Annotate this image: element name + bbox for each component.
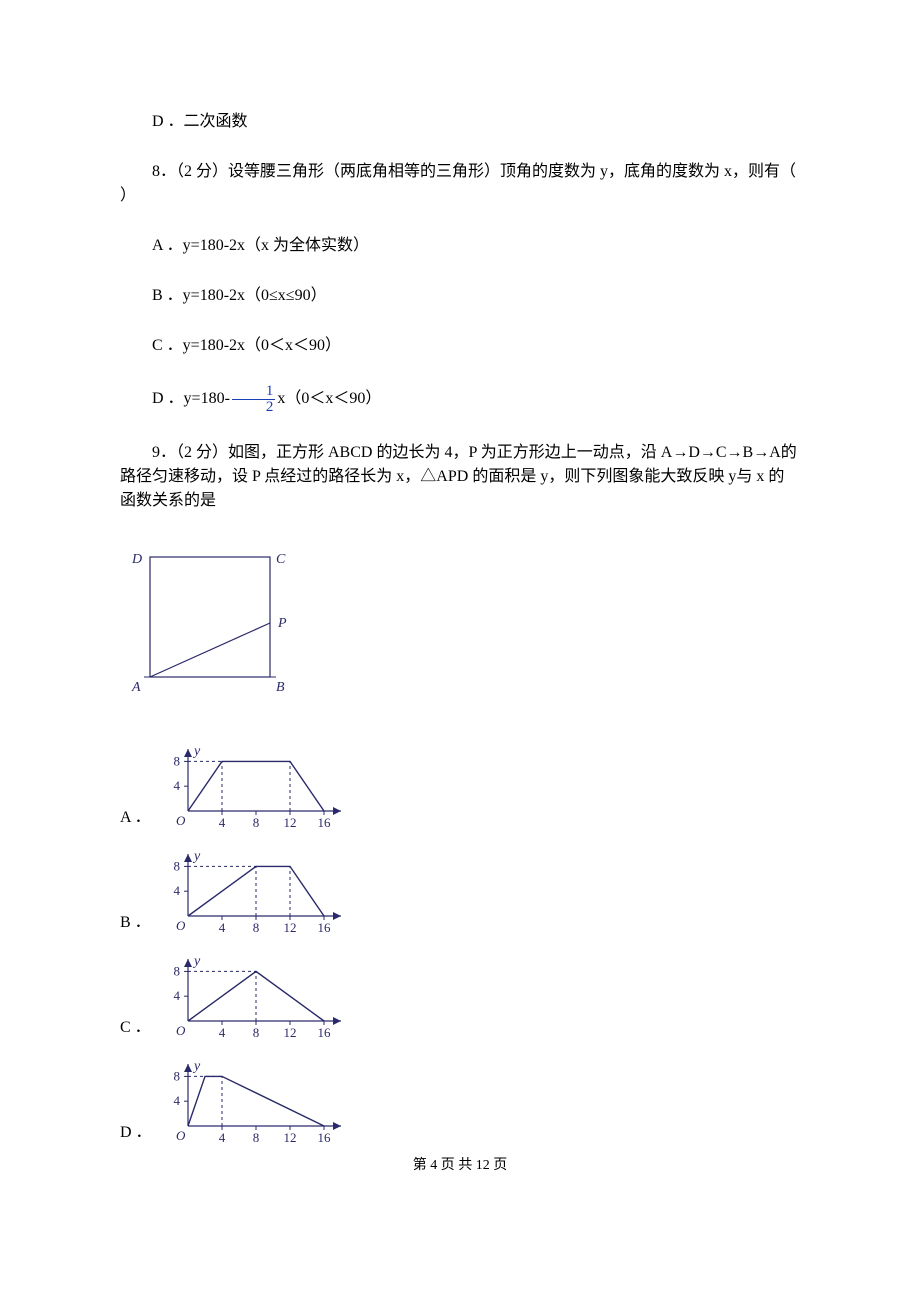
svg-text:8: 8 <box>174 858 181 873</box>
svg-text:12: 12 <box>284 920 297 935</box>
chart-d-svg: 48121648Oxy <box>152 1050 342 1145</box>
svg-text:A: A <box>131 680 141 695</box>
chart-c-svg: 48121648Oxy <box>152 945 342 1040</box>
svg-text:8: 8 <box>253 920 260 935</box>
page-footer: 第 4 页 共 12 页 <box>120 1155 800 1176</box>
q9-option-b-label: B ． <box>120 911 152 935</box>
svg-text:16: 16 <box>318 1025 332 1040</box>
svg-text:8: 8 <box>174 753 181 768</box>
svg-text:D: D <box>131 552 142 567</box>
svg-text:4: 4 <box>219 1130 226 1145</box>
fraction-denominator: 2 <box>232 400 276 415</box>
svg-text:4: 4 <box>174 988 181 1003</box>
svg-text:4: 4 <box>174 778 181 793</box>
svg-text:12: 12 <box>284 1130 297 1145</box>
svg-text:8: 8 <box>253 815 260 830</box>
svg-text:y: y <box>192 954 201 969</box>
q8-option-a: A ．y=180-2x（x 为全体实数） <box>120 234 800 258</box>
q9-option-b: B ． 48121648Oxy <box>120 840 800 935</box>
q9-option-c-label: C ． <box>120 1016 152 1040</box>
svg-text:y: y <box>192 744 201 759</box>
q9-option-a-label: A ． <box>120 806 152 830</box>
svg-text:O: O <box>176 813 186 828</box>
svg-text:12: 12 <box>284 1025 297 1040</box>
fraction-numerator: 1 <box>232 384 276 400</box>
svg-text:16: 16 <box>318 1130 332 1145</box>
svg-text:4: 4 <box>219 1025 226 1040</box>
q8-option-b: B ．y=180-2x（0≤x≤90） <box>120 284 800 308</box>
svg-text:O: O <box>176 1128 186 1143</box>
chart-b-svg: 48121648Oxy <box>152 840 342 935</box>
svg-text:16: 16 <box>318 815 332 830</box>
svg-text:B: B <box>276 680 285 695</box>
svg-text:8: 8 <box>253 1130 260 1145</box>
svg-text:8: 8 <box>174 1068 181 1083</box>
svg-text:16: 16 <box>318 920 332 935</box>
q9-option-d: D ． 48121648Oxy <box>120 1050 800 1145</box>
svg-text:O: O <box>176 1023 186 1038</box>
svg-text:C: C <box>276 552 286 567</box>
q8-option-d-pre: D ．y=180- <box>152 390 230 407</box>
svg-text:8: 8 <box>253 1025 260 1040</box>
svg-text:P: P <box>277 616 287 631</box>
svg-text:y: y <box>192 1059 201 1074</box>
q7-option-d: D ．二次函数 <box>120 110 800 134</box>
svg-text:O: O <box>176 918 186 933</box>
chart-a-svg: 48121648Oxy <box>152 735 342 830</box>
q9-option-a: A ． 48121648Oxy <box>120 735 800 830</box>
q9-stem: 9．（2 分）如图，正方形 ABCD 的边长为 4，P 为正方形边上一动点，沿 … <box>120 441 800 513</box>
square-svg: D C A B P <box>120 539 320 709</box>
q8-option-d-post: x（0＜x＜90） <box>277 390 381 407</box>
q8-option-c: C ．y=180-2x（0＜x＜90） <box>120 334 800 358</box>
svg-text:4: 4 <box>174 883 181 898</box>
svg-text:y: y <box>192 849 201 864</box>
q8-stem: 8．（2 分）设等腰三角形（两底角相等的三角形）顶角的度数为 y，底角的度数为 … <box>120 160 800 208</box>
svg-text:8: 8 <box>174 963 181 978</box>
fraction-one-half: 12 <box>232 384 276 415</box>
svg-text:4: 4 <box>219 815 226 830</box>
svg-text:4: 4 <box>219 920 226 935</box>
q9-square-diagram: D C A B P <box>120 539 800 717</box>
q9-option-c: C ． 48121648Oxy <box>120 945 800 1040</box>
svg-text:12: 12 <box>284 815 297 830</box>
svg-text:4: 4 <box>174 1093 181 1108</box>
q8-option-d: D ．y=180-12x（0＜x＜90） <box>120 384 800 415</box>
q9-option-d-label: D ． <box>120 1121 152 1145</box>
